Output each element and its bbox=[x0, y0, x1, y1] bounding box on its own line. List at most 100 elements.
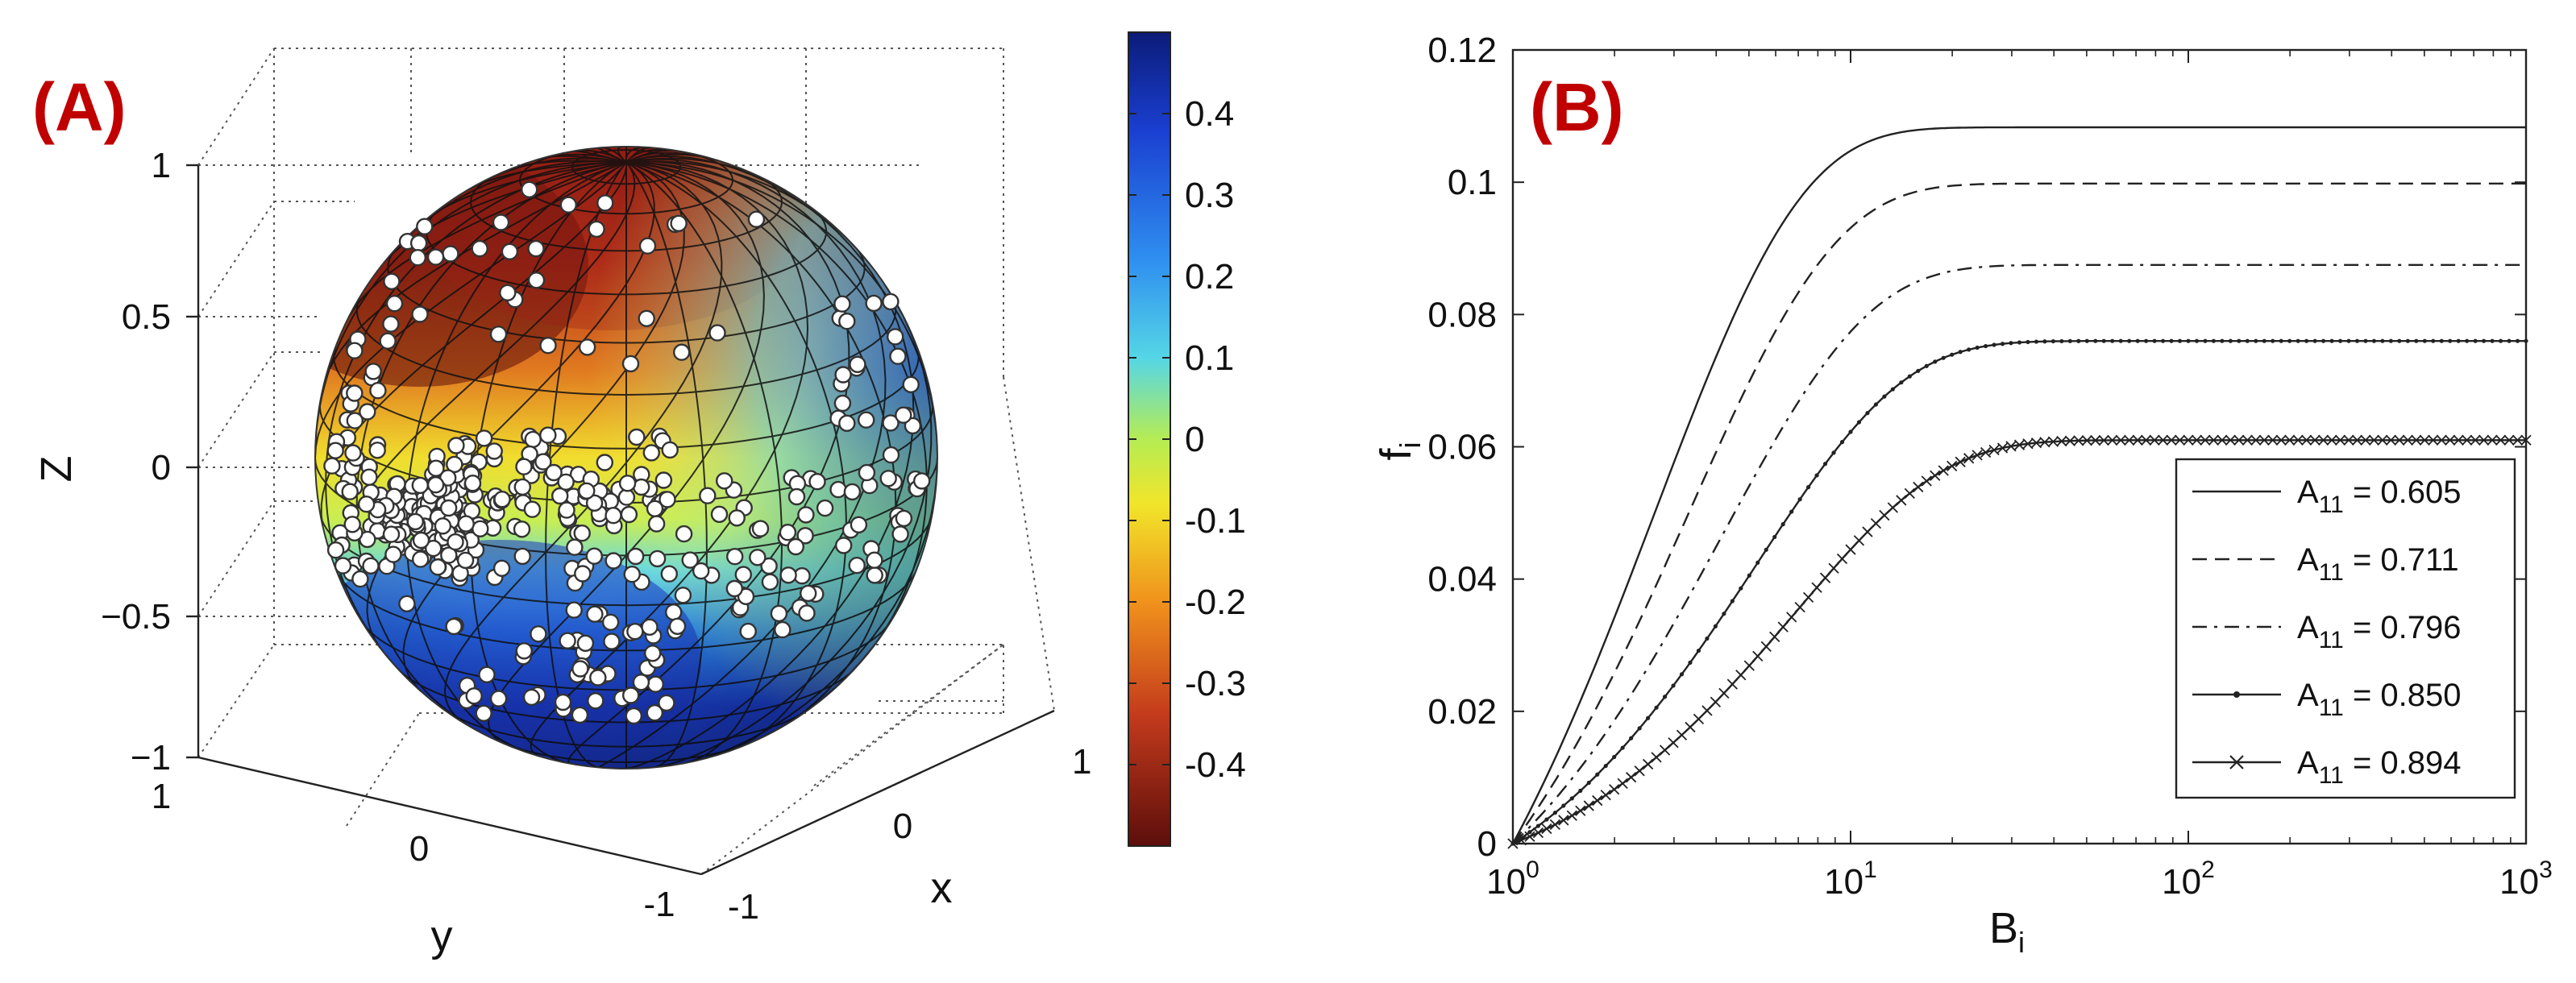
series-marker bbox=[2194, 338, 2200, 343]
series-marker bbox=[1735, 670, 1747, 681]
series-marker bbox=[2405, 338, 2410, 343]
series-marker bbox=[1685, 721, 1696, 733]
series-marker bbox=[2203, 338, 2208, 343]
series-marker bbox=[2200, 434, 2211, 446]
series-marker bbox=[2271, 338, 2275, 343]
series-marker bbox=[2009, 341, 2013, 346]
series-marker bbox=[2422, 338, 2427, 343]
colorbar-tick-label: 0.1 bbox=[1185, 338, 1234, 378]
series-marker bbox=[2453, 434, 2464, 446]
data-point bbox=[383, 272, 401, 290]
data-point bbox=[578, 338, 596, 356]
series-marker bbox=[2022, 438, 2034, 450]
data-point bbox=[646, 675, 664, 693]
data-point bbox=[586, 605, 604, 623]
series-marker bbox=[2482, 338, 2487, 343]
data-point bbox=[673, 343, 691, 361]
series-marker bbox=[1760, 641, 1772, 653]
series-marker bbox=[2034, 339, 2039, 344]
data-point bbox=[834, 537, 853, 554]
data-point bbox=[798, 604, 816, 622]
data-point bbox=[725, 579, 743, 598]
data-point bbox=[334, 557, 352, 574]
series-marker bbox=[2321, 338, 2326, 343]
data-point bbox=[522, 688, 541, 707]
colorbar: 0.4 0.3 0.2 0.1 0 -0.1 -0.2 -0.3 -0.4 bbox=[1128, 31, 1246, 847]
series-marker bbox=[2228, 338, 2233, 343]
series-marker bbox=[2042, 339, 2047, 344]
series-marker bbox=[1828, 562, 1839, 574]
series-marker bbox=[1831, 450, 1836, 455]
panel-a-label: (A) bbox=[32, 69, 127, 145]
series-line bbox=[1512, 263, 2526, 844]
series-marker bbox=[2512, 434, 2524, 446]
x-tick: 1 bbox=[1072, 742, 1091, 782]
data-point bbox=[779, 524, 797, 541]
data-point bbox=[588, 220, 605, 238]
series-marker bbox=[2520, 434, 2532, 446]
series-marker bbox=[2507, 338, 2512, 343]
series-marker bbox=[1688, 660, 1693, 665]
data-point bbox=[558, 501, 575, 519]
x-tick: -1 bbox=[728, 887, 759, 927]
data-point bbox=[411, 305, 429, 323]
y-tick: 0 bbox=[409, 829, 429, 869]
legend-label: A11 = 0.605 bbox=[2297, 475, 2462, 518]
colorbar-tick-label: -0.2 bbox=[1185, 583, 1246, 622]
data-point bbox=[382, 315, 400, 333]
series-marker bbox=[1629, 736, 1634, 740]
series-marker bbox=[1535, 823, 1541, 828]
series-marker bbox=[2211, 338, 2217, 343]
series-marker bbox=[1642, 758, 1654, 770]
data-point bbox=[865, 294, 883, 313]
data-point bbox=[344, 444, 362, 462]
data-point bbox=[576, 634, 595, 652]
curves bbox=[1507, 126, 2532, 849]
series-marker bbox=[2354, 338, 2360, 343]
data-point bbox=[879, 470, 897, 487]
data-point bbox=[412, 531, 430, 550]
sphere-surface bbox=[314, 146, 938, 769]
data-point bbox=[411, 476, 429, 495]
series-marker bbox=[2059, 338, 2064, 344]
data-point bbox=[489, 326, 508, 343]
x-axis-label: Bi bbox=[1989, 904, 2025, 959]
series-marker bbox=[1988, 444, 2000, 456]
x-axis-label: x bbox=[931, 864, 953, 912]
data-point bbox=[902, 375, 920, 393]
series-marker bbox=[1963, 453, 1975, 464]
data-point bbox=[770, 604, 788, 623]
series-marker bbox=[1620, 745, 1625, 750]
series-marker bbox=[1544, 817, 1549, 822]
x-ticks: 100 101 102 103 bbox=[1486, 50, 2553, 902]
series-marker bbox=[1975, 345, 1980, 350]
data-point bbox=[838, 313, 856, 330]
series-marker bbox=[1958, 350, 1963, 355]
data-point bbox=[618, 475, 637, 492]
series-marker bbox=[2363, 338, 2368, 343]
series-marker bbox=[2166, 434, 2177, 446]
data-point bbox=[485, 442, 503, 460]
series-marker bbox=[2334, 434, 2346, 446]
series-marker bbox=[2490, 338, 2495, 343]
series-marker bbox=[1701, 705, 1713, 716]
series-marker bbox=[1916, 368, 1921, 373]
data-point bbox=[545, 463, 563, 482]
series-marker bbox=[1797, 497, 1802, 502]
data-point bbox=[638, 237, 657, 255]
data-point bbox=[571, 660, 589, 678]
data-point bbox=[513, 547, 531, 566]
data-point bbox=[573, 525, 591, 542]
series-marker bbox=[1561, 803, 1566, 808]
legend-box bbox=[2175, 458, 2516, 799]
data-point bbox=[796, 527, 814, 545]
data-point bbox=[654, 471, 673, 489]
data-point bbox=[728, 509, 746, 527]
series-marker bbox=[2377, 434, 2388, 446]
x-ticks: 1 0 -1 bbox=[728, 742, 1092, 927]
data-point bbox=[658, 694, 675, 712]
data-point bbox=[625, 707, 642, 725]
data-point bbox=[601, 613, 620, 631]
y-tick-label: 0.04 bbox=[1427, 560, 1497, 599]
series-marker bbox=[1955, 456, 1966, 467]
